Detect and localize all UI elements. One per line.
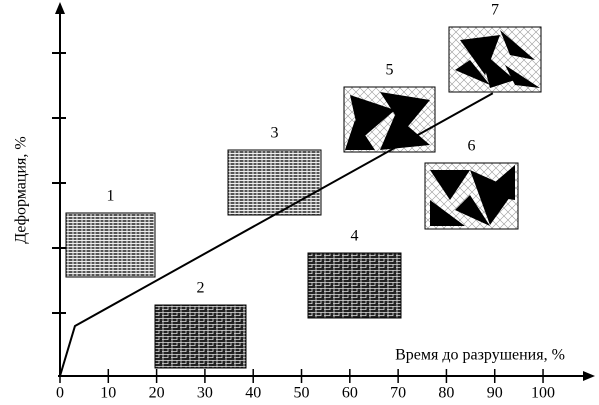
panel-shape [480, 165, 515, 200]
y-axis-label: Деформация, % [13, 136, 30, 243]
y-arrow [55, 2, 65, 14]
panel-shape [500, 30, 535, 60]
annotation: 2 [197, 280, 205, 297]
x-tick-label: 70 [390, 385, 406, 402]
x-tick-label: 40 [245, 385, 261, 402]
panel-shape [430, 200, 465, 226]
panel-shape [460, 35, 500, 75]
x-tick-label: 30 [197, 385, 213, 402]
annotation: 7 [491, 2, 499, 19]
panel-shape [380, 92, 430, 130]
annotation: 6 [468, 138, 476, 155]
panel-shape [430, 170, 470, 200]
panel-shape [380, 115, 430, 150]
x-tick-label: 10 [100, 385, 116, 402]
panel-shape [345, 120, 375, 150]
annotation: 5 [386, 62, 394, 79]
annotation: 1 [107, 188, 115, 205]
panel-shape [455, 195, 490, 226]
x-tick-label: 90 [487, 385, 503, 402]
annotation: 4 [351, 228, 359, 245]
annotation: 3 [271, 125, 279, 142]
panel [307, 252, 402, 319]
x-tick-label: 60 [342, 385, 358, 402]
y-tick-marks [52, 52, 66, 314]
panel [227, 149, 322, 216]
x-tick-label: 20 [149, 385, 165, 402]
panel-shape [350, 95, 395, 140]
x-tick-label: 50 [294, 385, 310, 402]
x-tick-label: 80 [438, 385, 454, 402]
x-tick-label: 0 [56, 385, 64, 402]
x-arrow [583, 371, 595, 381]
x-tick-label: 100 [531, 385, 555, 402]
panel-shape [480, 50, 515, 88]
x-axis-label: Время до разрушения, % [395, 347, 565, 364]
panel-shape [505, 65, 540, 88]
panel [65, 212, 156, 278]
line [59, 92, 494, 377]
panel-shape [470, 170, 515, 225]
panel [154, 304, 247, 369]
panel-shape [455, 60, 490, 85]
